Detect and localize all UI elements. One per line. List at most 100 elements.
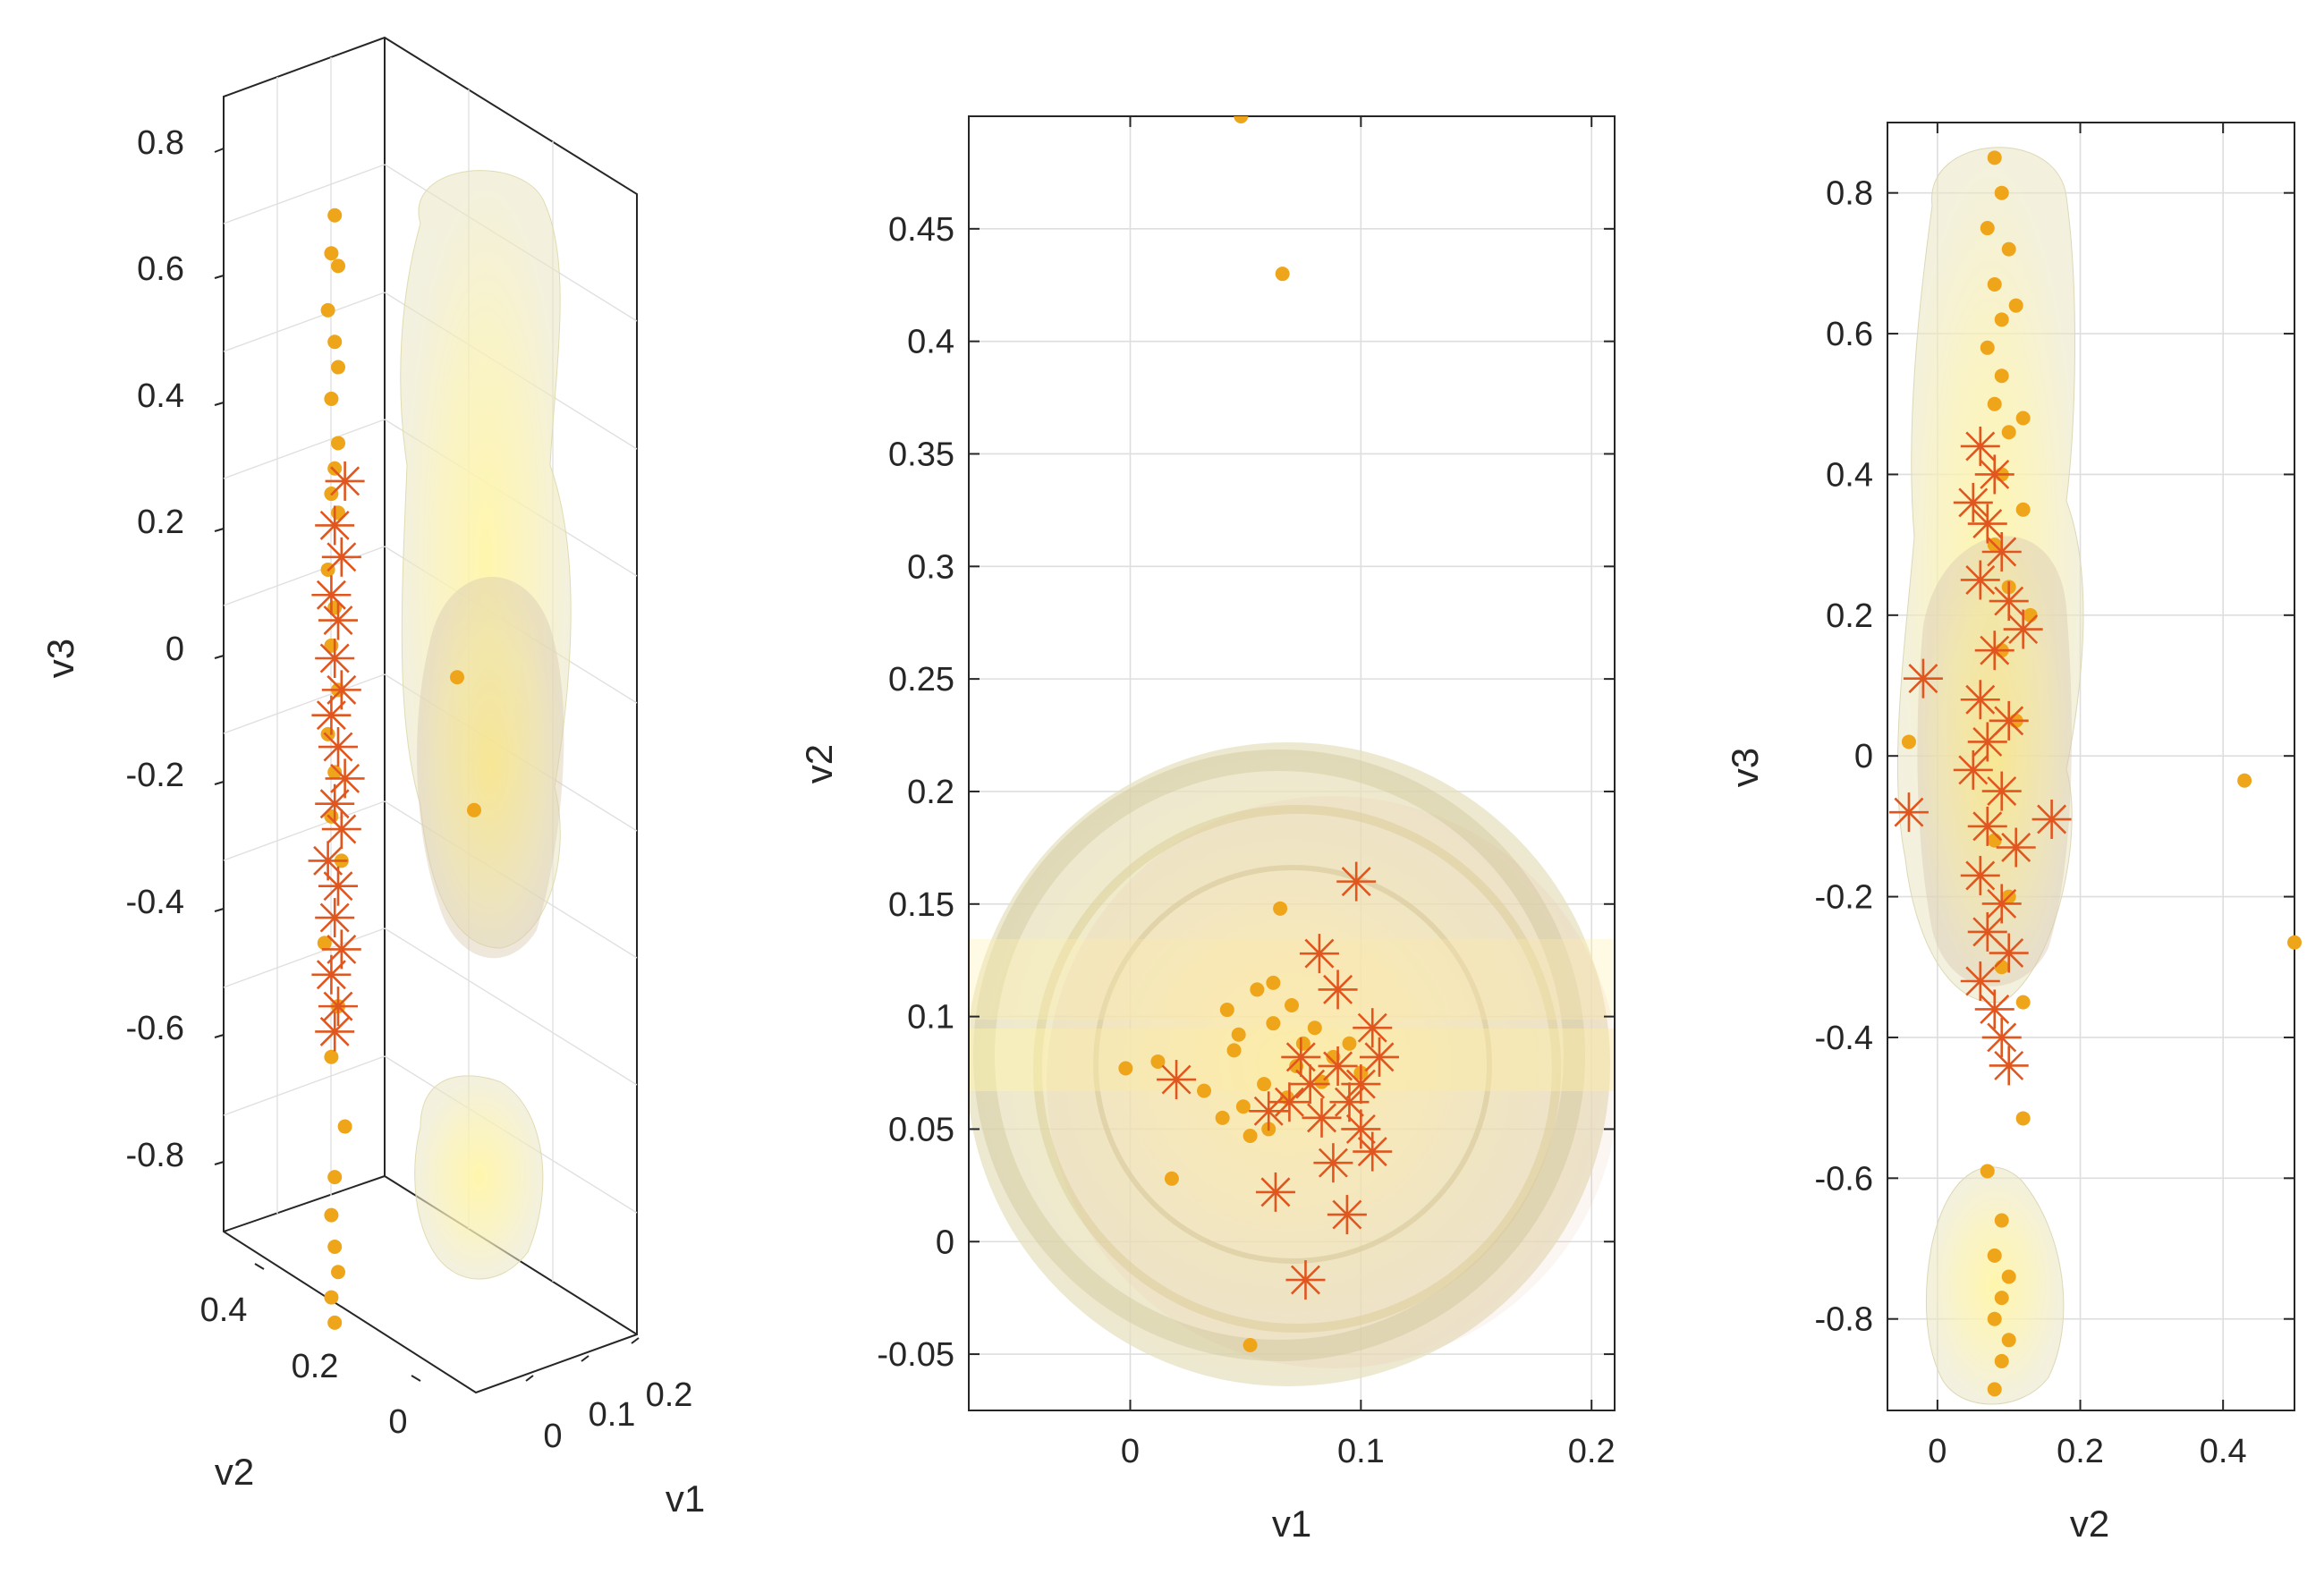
data-point-dot (327, 1239, 343, 1254)
data-point-dot (1987, 150, 2002, 165)
data-point-star (1981, 1017, 2022, 1057)
data-point-dot (1987, 1248, 2002, 1263)
data-point-star (325, 758, 365, 799)
data-point-dot (324, 1207, 339, 1223)
data-point-star (1313, 1143, 1353, 1183)
data-point-star (2003, 609, 2043, 649)
ticks-side: 0 0.2 0.4 0.8 0.6 0.4 0.2 0 -0.2 -0.4 -0.6 -0.8 (1815, 123, 2294, 1470)
data-point-star (1953, 482, 1993, 522)
panel-side: 0 0.2 0.40.80.60.40.20-0.2-0.4-0.6-0.8 v2 … (1724, 122, 2302, 1545)
x-axis-label: v1 (666, 1478, 705, 1520)
data-point-dot (324, 1049, 339, 1064)
density-blobs-side (1896, 147, 2084, 1405)
data-point-dot (1235, 1099, 1251, 1114)
x-tick-label: 0 (1928, 1433, 1947, 1470)
z-ticks-3d: 0.8 0.6 0.4 0.2 0 -0.2 -0.4 -0.6 -0.8 (126, 124, 225, 1174)
y-tick-label: 0.2 (292, 1348, 339, 1385)
data-point-dot (1285, 998, 1299, 1013)
data-point-dot (317, 936, 332, 951)
data-point-dot (1164, 1171, 1179, 1186)
data-point-star (315, 898, 355, 938)
z-tick-label: -0.8 (126, 1137, 184, 1174)
data-point-star (1341, 1064, 1381, 1105)
data-point-dot (331, 258, 345, 274)
data-point-star (1989, 700, 2029, 741)
data-point-dot (337, 1119, 352, 1134)
data-point-dot (1273, 901, 1288, 916)
data-point-star (1359, 1037, 1399, 1077)
z-tick-label: 0.4 (137, 377, 184, 415)
y-tick-label: -0.6 (1815, 1160, 1873, 1198)
panel-3d: 0.8 0.6 0.4 0.2 0 -0.2 -0.4 -0.6 -0.8 0 … (39, 36, 705, 1520)
data-point-dot (1257, 1077, 1272, 1092)
marks-top (1118, 116, 1399, 1353)
data-point-dot (1994, 1291, 2009, 1306)
data-point-dot (2008, 298, 2023, 313)
data-point-star (1967, 806, 2007, 846)
data-point-dot (1266, 975, 1281, 990)
x-tick-label: 0.4 (2200, 1433, 2247, 1470)
y-tick-label: 0.15 (888, 886, 954, 924)
z-axis-label: v3 (39, 639, 81, 678)
y-axis-label: v2 (798, 744, 840, 783)
data-point-dot (327, 334, 343, 350)
data-point-star (1967, 504, 2007, 544)
data-point-star (1302, 1097, 1342, 1138)
data-point-star (311, 575, 352, 615)
data-point-star (1341, 1109, 1381, 1149)
z-tick-label: 0.2 (137, 504, 184, 541)
y-tick-label: 0.3 (907, 548, 954, 586)
data-point-dot (1994, 368, 2009, 384)
data-point-dot (1987, 833, 2002, 848)
data-point-dot (1901, 734, 1916, 749)
data-point-dot (1118, 1061, 1133, 1076)
y-tick-label: 0 (1854, 738, 1873, 775)
y-tick-label: 0.6 (1826, 316, 1873, 353)
data-point-star (1318, 1046, 1358, 1086)
data-point-star (1290, 1064, 1330, 1105)
y-ticks-3d: 0 0.2 0.4 (200, 1263, 421, 1441)
z-tick-label: -0.2 (126, 757, 184, 794)
data-point-dot (327, 765, 343, 780)
data-point-dot (450, 670, 464, 685)
data-point-star (325, 461, 365, 501)
data-point-dot (2023, 607, 2038, 622)
x-tick-label: 0.1 (589, 1396, 636, 1434)
z-tick-label: -0.4 (126, 884, 184, 921)
data-point-star (1329, 1082, 1370, 1122)
data-point-dot (324, 391, 339, 406)
data-point-star (311, 954, 352, 995)
panel-top: 0 0.1 0.2 0.45 0.4 0.35 0.3 0.25 0.2 0.15 0.1 0.05 0… (798, 115, 1616, 1545)
data-point-star (1327, 1195, 1367, 1235)
data-point-dot (1994, 1213, 2009, 1228)
data-point-star (1989, 581, 2029, 622)
data-point-dot (2001, 241, 2016, 257)
data-point-star (1989, 933, 2029, 973)
data-point-dot (324, 246, 339, 261)
y-tick-label: 0.8 (1826, 175, 1873, 213)
data-point-star (2031, 800, 2072, 840)
data-point-star (315, 783, 355, 824)
y-tick-label: 0.05 (888, 1111, 954, 1148)
data-point-star (1981, 532, 2022, 572)
data-point-star (1285, 1260, 1326, 1300)
y-tick-label: 0 (388, 1403, 407, 1441)
data-point-dot (1275, 267, 1290, 282)
data-point-star (1974, 454, 2014, 495)
x-axis-label: v2 (2070, 1503, 2109, 1545)
data-point-star (1318, 970, 1358, 1010)
data-point-dot (2001, 425, 2016, 440)
data-point-star (1281, 1037, 1321, 1077)
y-axis-label: v2 (215, 1451, 254, 1493)
data-point-star (1299, 934, 1339, 974)
data-point-star (1888, 792, 1929, 833)
data-point-dot (1342, 1036, 1357, 1051)
data-point-dot (1987, 1382, 2002, 1397)
data-point-dot (1994, 185, 2009, 200)
data-point-star (1960, 680, 2000, 720)
data-point-star (318, 727, 358, 767)
data-point-dot (2001, 1333, 2016, 1348)
data-point-star (1981, 884, 2022, 924)
data-point-dot (331, 360, 345, 375)
y-tick-label: 0.4 (1826, 456, 1873, 494)
